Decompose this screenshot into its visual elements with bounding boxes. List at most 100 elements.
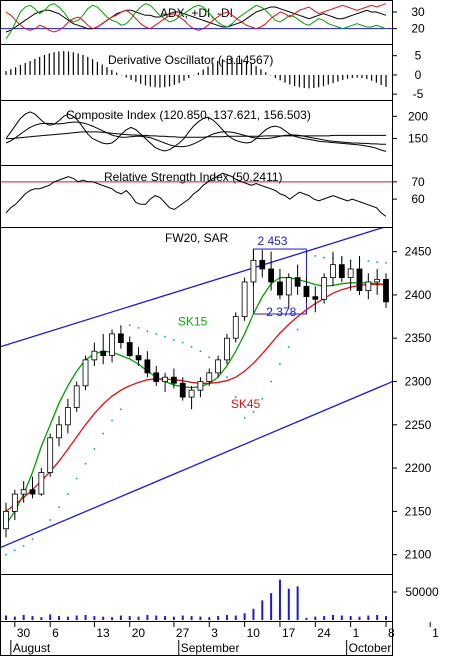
- annotation-sk15: SK15: [178, 315, 208, 329]
- candle-down: [153, 372, 160, 382]
- sar-dot: [111, 419, 113, 422]
- composite-series-1: [5, 121, 386, 148]
- sar-dot: [137, 326, 140, 329]
- sar-dot: [323, 256, 326, 259]
- price-tick-2450: 2450: [405, 245, 432, 259]
- candle-up: [241, 281, 248, 317]
- derivative-panel: 5 0 -5: [5, 49, 424, 101]
- price-panel-title: FW20, SAR: [165, 231, 229, 245]
- sar-dot: [296, 328, 299, 331]
- comp-tick-150: 150: [408, 132, 428, 146]
- sar-dot: [208, 356, 211, 359]
- x-tick-label: 24: [317, 626, 331, 640]
- sar-dot: [181, 341, 184, 344]
- candle-up: [56, 424, 62, 439]
- candle-up: [321, 277, 328, 300]
- channel-upper-line: [1, 228, 384, 348]
- price-tick-2400: 2400: [405, 288, 432, 302]
- adx-tick-20: 20: [411, 22, 425, 36]
- price-tick-2150: 2150: [405, 504, 432, 518]
- annotation-sk45: SK45: [231, 397, 261, 411]
- composite-panel-title: Composite Index (120.850, 137.621, 156.5…: [66, 108, 311, 122]
- composite-series-2: [6, 131, 386, 140]
- candle-up: [232, 316, 239, 339]
- candle-up: [224, 337, 230, 361]
- candle-down: [259, 259, 266, 270]
- x-tick-label: 30: [17, 626, 31, 640]
- sar-dot: [367, 260, 370, 263]
- volume-tick-label: 50000: [405, 585, 439, 599]
- deriv-tick--5: -5: [413, 87, 424, 101]
- sar-dot: [190, 345, 193, 348]
- sar-dot: [164, 335, 166, 338]
- adx-tick-30: 30: [411, 5, 425, 19]
- candle-up: [374, 278, 381, 283]
- sar-dot: [376, 261, 379, 263]
- candle-up: [188, 389, 195, 398]
- sar-dot: [270, 380, 273, 383]
- month-label: October: [349, 641, 392, 655]
- adx-series-plus-di: [5, 3, 387, 39]
- candle-up: [3, 510, 9, 530]
- sar-dot: [279, 363, 281, 366]
- sar-dot: [155, 332, 158, 335]
- x-tick-label: 6: [52, 626, 59, 640]
- month-label: September: [181, 641, 240, 655]
- sar-dot: [199, 350, 202, 353]
- x-tick-label: 13: [96, 626, 110, 640]
- sar-dot: [102, 432, 105, 435]
- deriv-tick-5: 5: [415, 49, 422, 63]
- price-tick-2200: 2200: [405, 461, 432, 475]
- price-tick-2250: 2250: [405, 418, 432, 432]
- x-tick-label: 17: [282, 626, 296, 640]
- month-label: August: [13, 641, 51, 655]
- candle-up: [197, 381, 204, 391]
- x-tick-label: 1: [353, 626, 360, 640]
- x-tick-label: 20: [132, 626, 146, 640]
- candle-up: [82, 359, 89, 387]
- comp-tick-200: 200: [408, 109, 428, 123]
- candle-up: [206, 372, 213, 382]
- panel-frames: [0, 0, 393, 656]
- candle-down: [277, 281, 283, 296]
- candle-up: [250, 259, 257, 283]
- sar-dot: [252, 410, 255, 413]
- candle-down: [171, 376, 177, 384]
- candle-up: [285, 277, 292, 296]
- candle-down: [356, 268, 363, 292]
- candle-up: [73, 385, 80, 408]
- candle-up: [91, 350, 98, 361]
- candle-down: [268, 268, 275, 283]
- candle-down: [303, 285, 310, 298]
- price-plot-area: 2 453 2 378 SK15 SK45: [1, 228, 392, 556]
- x-tick-label: 8: [388, 626, 395, 640]
- rsi-tick-60: 60: [411, 192, 425, 206]
- candle-up: [365, 281, 372, 292]
- sar-dot: [385, 262, 387, 264]
- candle-up: [215, 359, 221, 374]
- price-tick-2300: 2300: [405, 375, 432, 389]
- sar-dot: [31, 538, 34, 540]
- composite-series-0: [5, 111, 387, 152]
- sar-dot: [58, 506, 60, 508]
- sar-dot: [173, 339, 175, 341]
- candle-down: [179, 382, 186, 398]
- composite-panel: 200 150: [5, 109, 428, 152]
- candle-up: [109, 333, 115, 356]
- x-tick-label: 27: [176, 626, 190, 640]
- candle-down: [126, 342, 133, 356]
- volume-panel: 50000: [5, 579, 439, 620]
- sar-dot: [234, 396, 237, 399]
- candle-down: [100, 350, 107, 356]
- candle-up: [162, 376, 168, 382]
- derivative-panel-title: Derivative Oscillator (-3.14567): [108, 53, 273, 67]
- sar-dot: [84, 462, 87, 465]
- sar-dot: [40, 529, 43, 532]
- sar-dot: [128, 324, 131, 327]
- candle-down: [312, 296, 319, 300]
- candle-up: [330, 264, 336, 279]
- deriv-tick-0: 0: [415, 68, 422, 82]
- candle-down: [135, 355, 142, 361]
- price-tick-2100: 2100: [405, 548, 432, 562]
